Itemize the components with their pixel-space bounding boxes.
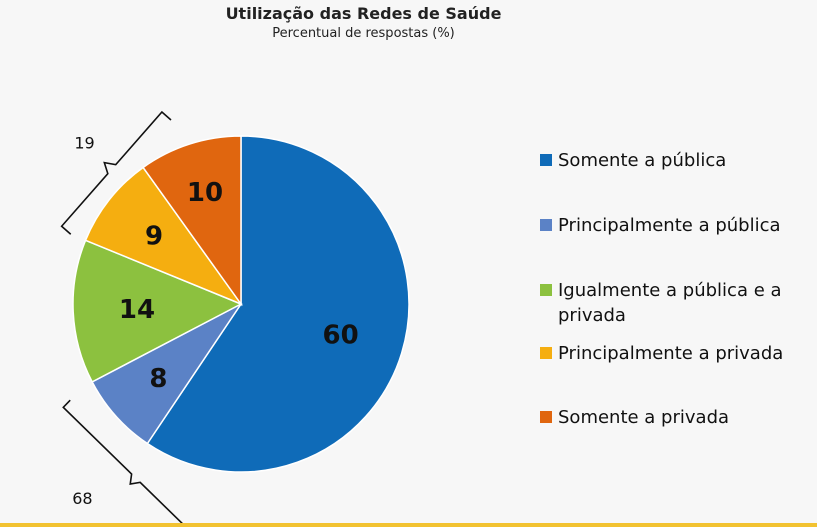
legend-label: Principalmente a privada xyxy=(558,343,784,364)
legend-label: Somente a privada xyxy=(558,407,730,428)
legend-item-igualmente: Igualmente a pública e a privada xyxy=(540,278,803,328)
legend-swatch xyxy=(540,411,552,423)
legend-label: Somente a pública xyxy=(558,150,727,171)
data-label: 9 xyxy=(145,221,163,251)
bracket-public xyxy=(62,399,188,527)
legend-swatch xyxy=(540,347,552,359)
chart-title: Utilização das Redes de Saúde xyxy=(225,4,502,23)
pie-slice xyxy=(84,166,244,306)
bottom-rule xyxy=(0,523,817,527)
legend-swatch xyxy=(540,219,552,231)
bracket-private xyxy=(60,110,172,235)
legend-item-principalmente-privada: Principalmente a privada xyxy=(540,341,803,366)
annotation-label: 19 xyxy=(74,134,94,153)
pie-slice xyxy=(72,239,243,383)
annotation-label: 68 xyxy=(72,489,92,508)
pie-slice xyxy=(146,135,410,473)
data-label: 8 xyxy=(149,364,167,394)
legend-label: Igualmente a pública e a privada xyxy=(558,280,782,326)
legend-item-somente-privada: Somente a privada xyxy=(540,405,803,430)
pie-slice xyxy=(142,135,242,307)
legend-label: Principalmente a pública xyxy=(558,215,781,236)
chart-subtitle: Percentual de respostas (%) xyxy=(272,26,455,41)
legend-item-somente-publica: Somente a pública xyxy=(540,148,803,173)
legend-swatch xyxy=(540,154,552,166)
legend-swatch xyxy=(540,284,552,296)
legend-item-principalmente-publica: Principalmente a pública xyxy=(540,213,803,238)
data-label: 10 xyxy=(187,178,223,208)
data-label: 14 xyxy=(119,295,155,325)
data-label: 60 xyxy=(323,320,359,350)
